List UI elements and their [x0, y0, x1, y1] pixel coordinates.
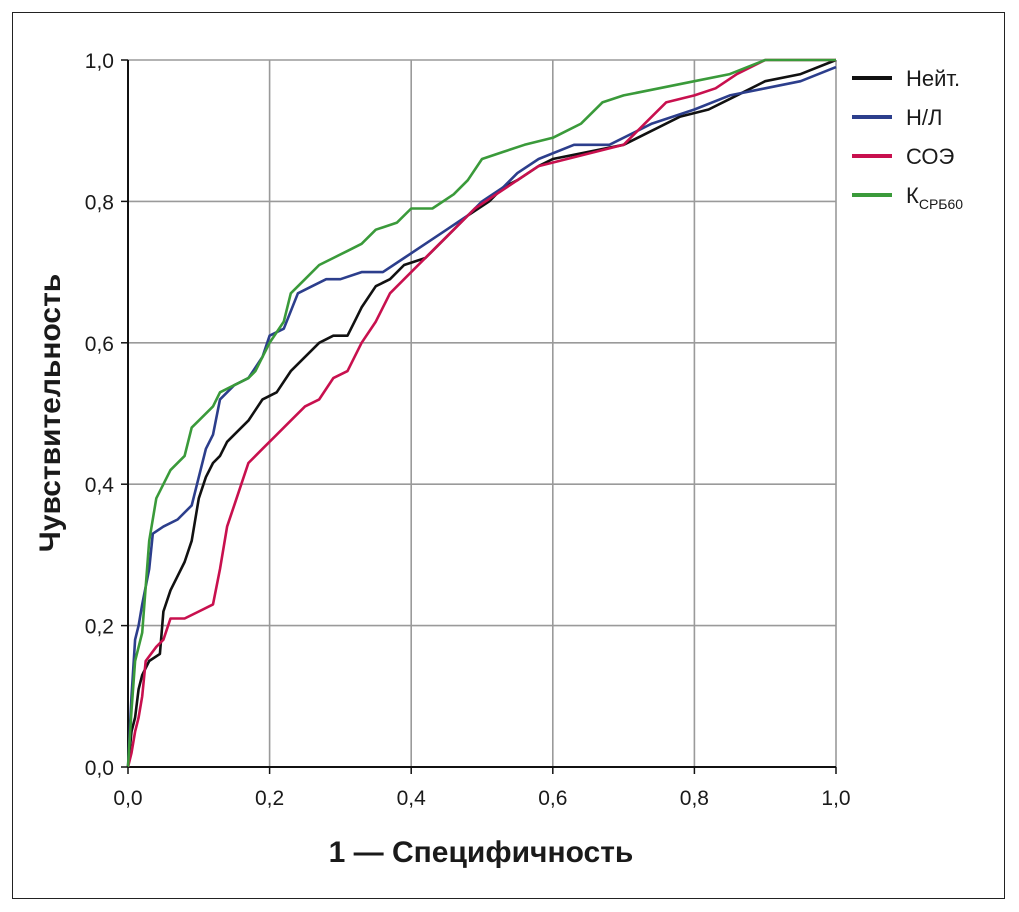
figure-frame	[12, 12, 1005, 899]
legend-label: Н/Л	[906, 105, 942, 130]
series-line-1	[126, 58, 837, 768]
legend-label: СОЭ	[906, 144, 955, 169]
y-tick-label: 0,2	[85, 616, 114, 639]
y-tick-label: 0,4	[85, 474, 115, 497]
y-tick-label: 0,6	[85, 333, 114, 356]
x-axis-title: 1 — Специфичность	[329, 836, 634, 869]
legend-label: КСРБ60	[906, 183, 963, 212]
series-lines	[126, 58, 837, 768]
y-axis-title: Чувствительность	[34, 274, 67, 552]
x-tick-label: 0,4	[397, 787, 427, 810]
grid	[127, 59, 837, 768]
y-tick-labels: 0,0 0,2 0,4 0,6 0,8 1,0	[85, 50, 128, 780]
y-tick-label: 0,8	[85, 191, 114, 214]
x-tick-label: 0,0	[113, 787, 142, 810]
x-tick-label: 0,6	[538, 787, 567, 810]
x-tick-label: 0,8	[680, 787, 709, 810]
x-tick-label: 1,0	[821, 787, 850, 810]
series-line-2	[126, 65, 837, 768]
x-tick-label: 0,2	[255, 787, 284, 810]
legend-label: Нейт.	[906, 66, 960, 91]
y-tick-label: 0,0	[85, 757, 114, 780]
y-tick-label: 1,0	[85, 50, 114, 73]
legend: Нейт. Н/Л СОЭ КСРБ60	[852, 66, 963, 212]
x-tick-labels: 0,0 0,2 0,4 0,6 0,8 1,0	[113, 767, 851, 810]
axes	[127, 60, 836, 768]
series-line-4	[126, 58, 836, 768]
series-line-3	[126, 58, 836, 768]
legend-label-subscript: СРБ60	[919, 196, 963, 212]
